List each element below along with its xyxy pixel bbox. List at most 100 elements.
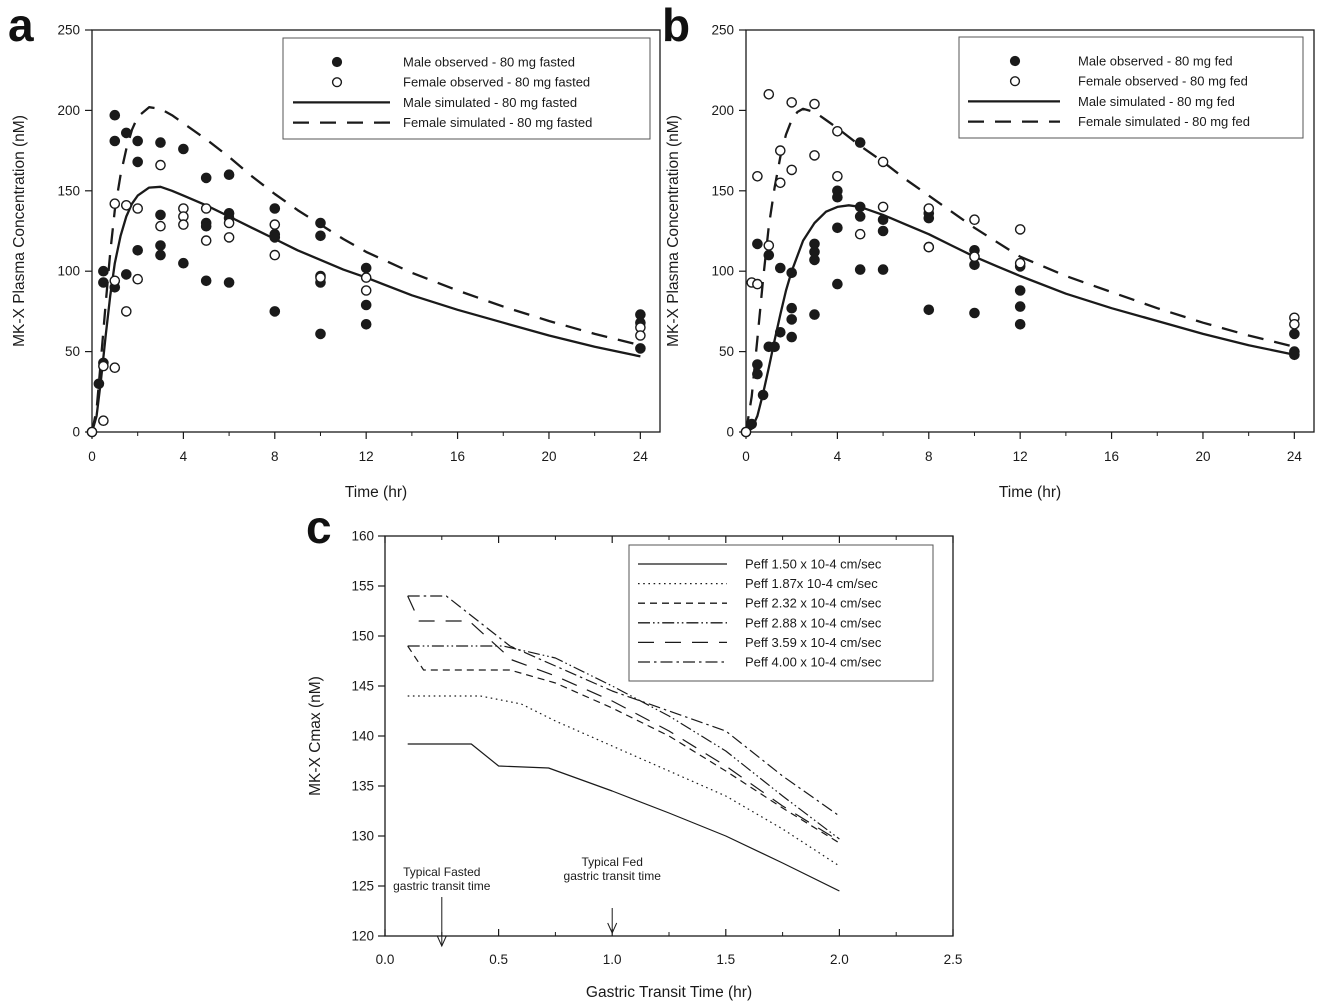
data-point	[98, 415, 109, 427]
series-peff-4-00-x-10-4-cm-sec	[407, 595, 840, 817]
axes: 0.0 0.5 1.0 1.5 2.0 2.5 120 125 130 135 140 145 150 1…	[307, 529, 962, 1002]
x-tick-label: 0.5	[489, 952, 508, 967]
legend-label: Peff 3.59 x 10-4 cm/sec	[745, 635, 882, 650]
data-point	[775, 145, 786, 156]
data-point	[155, 249, 166, 261]
y-axis-label: MK-X Plasma Concentration (nM)	[665, 115, 682, 347]
annotation-text: gastric transit time	[393, 879, 491, 893]
data-point	[752, 368, 763, 380]
data-point	[763, 89, 775, 100]
data-point	[1014, 285, 1026, 296]
data-point	[740, 426, 752, 438]
data-point	[1289, 349, 1300, 361]
data-point	[360, 318, 372, 330]
data-point	[360, 272, 372, 283]
annotation-text: Typical Fasted	[403, 865, 480, 879]
data-point	[121, 127, 132, 139]
x-tick-label: 20	[541, 449, 556, 464]
y-tick-label: 250	[57, 23, 80, 38]
data-point	[809, 150, 820, 161]
y-tick-label: 100	[711, 264, 734, 279]
x-tick-label: 2.5	[944, 952, 963, 967]
y-tick-label: 130	[351, 829, 374, 844]
series-female-observed-80-mg-fed	[740, 89, 1300, 438]
legend-label: Peff 1.50 x 10-4 cm/sec	[745, 557, 882, 572]
y-tick-label: 50	[65, 344, 80, 359]
data-point	[132, 156, 143, 168]
data-point	[635, 330, 646, 341]
data-point	[809, 254, 820, 266]
data-point	[854, 201, 866, 213]
y-axis-label: MK-X Plasma Concentration (nM)	[11, 115, 28, 347]
y-tick-label: 140	[351, 729, 374, 744]
data-point	[200, 220, 212, 232]
panel-label-c: c	[306, 501, 332, 553]
legend-label: Peff 2.32 x 10-4 cm/sec	[745, 596, 882, 611]
panel-a: 0 4 8 12 16 20 24 0 50 100 150 200 250 Time (hr) MK-X …	[11, 23, 661, 501]
legend-label: Male simulated - 80 mg fed	[1078, 94, 1235, 109]
data-point	[923, 241, 935, 253]
data-point	[155, 220, 166, 232]
data-point	[200, 203, 212, 214]
series-peff-3-59-x-10-4-cm-sec	[407, 595, 840, 842]
data-point	[360, 262, 372, 274]
y-tick-label: 0	[72, 425, 80, 440]
filled-circle-marker-icon	[331, 56, 343, 68]
data-point	[854, 137, 866, 148]
data-point	[121, 199, 132, 211]
y-tick-label: 145	[351, 679, 374, 694]
x-tick-label: 1.5	[716, 952, 735, 967]
data-point	[769, 341, 780, 353]
panel-label-a: a	[8, 0, 34, 51]
legend-label: Female observed - 80 mg fed	[1078, 74, 1248, 89]
x-axis-label: Gastric Transit Time (hr)	[586, 984, 752, 1001]
open-circle-marker-icon	[1009, 76, 1021, 87]
y-axis-label: MK-X Cmax (nM)	[307, 676, 324, 796]
data-point	[315, 272, 326, 283]
legend-label: Male observed - 80 mg fasted	[403, 55, 575, 70]
y-tick-label: 150	[351, 629, 374, 644]
data-point	[786, 97, 798, 108]
data-point	[109, 275, 121, 287]
data-point	[877, 214, 889, 225]
axes: 0 4 8 12 16 20 24 0 50 100 150 200 250 Time (hr) MK-X …	[11, 23, 661, 501]
filled-circle-marker-icon	[1009, 55, 1021, 67]
data-point	[109, 109, 121, 121]
x-tick-label: 16	[450, 449, 465, 464]
x-tick-label: 16	[1104, 449, 1119, 464]
panel-c: 0.0 0.5 1.0 1.5 2.0 2.5 120 125 130 135 140 145 150 1…	[307, 529, 962, 1002]
data-point	[269, 249, 281, 261]
data-point	[109, 135, 121, 147]
data-point	[155, 240, 166, 251]
series-peff-1-50-x-10-4-cm-sec	[407, 743, 840, 892]
data-point	[763, 240, 775, 251]
legend-label: Female observed - 80 mg fasted	[403, 75, 590, 90]
data-point	[832, 170, 843, 182]
legend-label: Peff 2.88 x 10-4 cm/sec	[745, 615, 882, 630]
data-point	[969, 307, 980, 319]
data-point	[832, 191, 843, 203]
data-point	[923, 304, 935, 316]
data-point	[809, 98, 820, 110]
data-point	[315, 230, 326, 242]
data-point	[200, 235, 212, 246]
data-point	[1289, 318, 1300, 330]
data-point	[786, 314, 798, 325]
data-point	[635, 343, 646, 354]
data-point	[132, 244, 143, 256]
data-point	[786, 331, 798, 343]
y-tick-label: 200	[711, 103, 734, 118]
data-point	[746, 418, 758, 430]
data-point	[360, 299, 372, 311]
data-point	[132, 135, 143, 147]
x-tick-label: 2.0	[830, 952, 849, 967]
data-point	[1014, 257, 1026, 269]
x-tick-label: 4	[834, 449, 842, 464]
y-tick-label: 120	[351, 929, 374, 944]
data-point	[223, 169, 235, 180]
x-tick-label: 12	[1013, 449, 1028, 464]
arrowhead-icon	[436, 935, 447, 948]
series-male-observed-80-mg-fed	[740, 137, 1300, 438]
